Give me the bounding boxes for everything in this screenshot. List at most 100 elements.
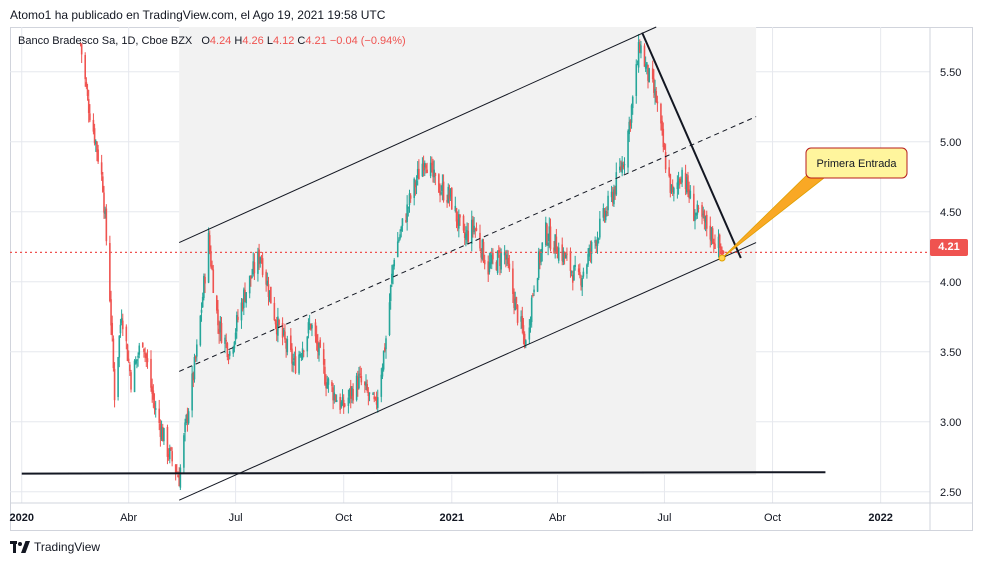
candle-body [191,373,193,411]
candle-body [610,191,613,198]
candle-body [541,242,544,253]
candle-body [654,88,656,96]
candle-body [611,192,614,203]
candle-body [399,234,401,239]
candle-body [308,323,311,325]
y-tick-label: 4.00 [940,277,961,289]
candle-body [678,178,681,183]
candle-body [513,291,515,308]
candle-body [152,390,155,400]
candle-body [120,318,123,323]
candle-body [331,382,333,387]
candle-body [459,214,461,218]
candle-body [529,319,532,326]
candle-body [385,338,387,350]
candle-body [235,315,238,332]
candle-body [590,241,593,254]
candle-body [479,232,481,249]
candle-body [613,189,615,205]
candle-body [588,247,591,257]
candle-body [134,360,137,364]
candle-body [407,207,410,209]
candle-body [418,168,420,180]
candle-body [566,253,568,255]
candle-body [581,278,584,288]
candle-body [178,475,180,487]
candle-body [270,286,272,304]
candle-body [473,225,475,233]
candle-body [627,130,629,168]
close-value: 4.21 [305,35,327,47]
candle-body [250,275,252,280]
candle-body [621,162,623,173]
candle-body [488,262,491,273]
candle-body [268,290,271,301]
candle-body [562,250,565,263]
candle-body [141,342,144,348]
candle-body [347,397,350,406]
candle-body [465,233,467,240]
candle-body [322,349,325,365]
candle-body [489,262,492,265]
candle-body [258,249,260,265]
candle-body [218,328,220,335]
candle-body [647,65,649,81]
candle-body [709,225,712,240]
candle-body [143,348,145,352]
candle-body [300,355,303,357]
candle-body [416,168,419,179]
candle-body [273,302,276,320]
candle-body [687,175,689,192]
candle-body [344,404,346,406]
candle-body [374,397,377,399]
candle-body [259,257,262,264]
candle-body [359,373,361,375]
candle-body [644,64,647,69]
low-value: 4.12 [272,35,295,47]
callout-box [805,147,908,179]
axes: 5.50 5.00 4.50 4.00 3.50 3.00 2.50 2020 Abr Jul Oc… [10,27,973,531]
candle-body [495,262,498,271]
brand-name: TradingView [34,540,101,554]
candle-body [335,400,338,403]
candle-body [643,45,646,67]
x-tick-label: Jul [657,512,671,524]
candle-body [219,321,222,333]
y-tick-label: 3.50 [940,347,961,359]
candle-body [603,210,606,218]
candle-body [292,361,294,366]
candle-body [285,341,287,349]
candle-body [228,351,231,356]
candle-body [701,205,703,217]
candle-body [506,254,508,259]
candle-body [505,254,507,260]
candle-body [669,174,672,193]
candle-body [375,396,378,405]
candle-body [438,174,440,193]
candle-body [342,399,345,408]
candle-body [260,260,263,262]
candle-body [332,387,334,401]
high-label: H [234,35,243,47]
candle-body [520,316,522,322]
candle-body [636,64,639,66]
candle-body [421,163,424,177]
candle-body [661,120,663,131]
y-tick-label: 5.00 [940,137,961,149]
candle-body [163,428,165,442]
candle-body [507,257,509,265]
candle-body [252,261,255,275]
close-label: C [297,35,306,47]
candle-body [595,241,598,247]
low-label: L [266,35,273,47]
candle-body [482,241,485,263]
candle-body [309,323,312,330]
candle-body [317,341,319,352]
candle-body [318,343,320,356]
candle-body [367,391,370,397]
candle-body [483,259,486,265]
candle-body [226,343,229,358]
candle-body [629,120,632,126]
candle-body [93,128,96,144]
